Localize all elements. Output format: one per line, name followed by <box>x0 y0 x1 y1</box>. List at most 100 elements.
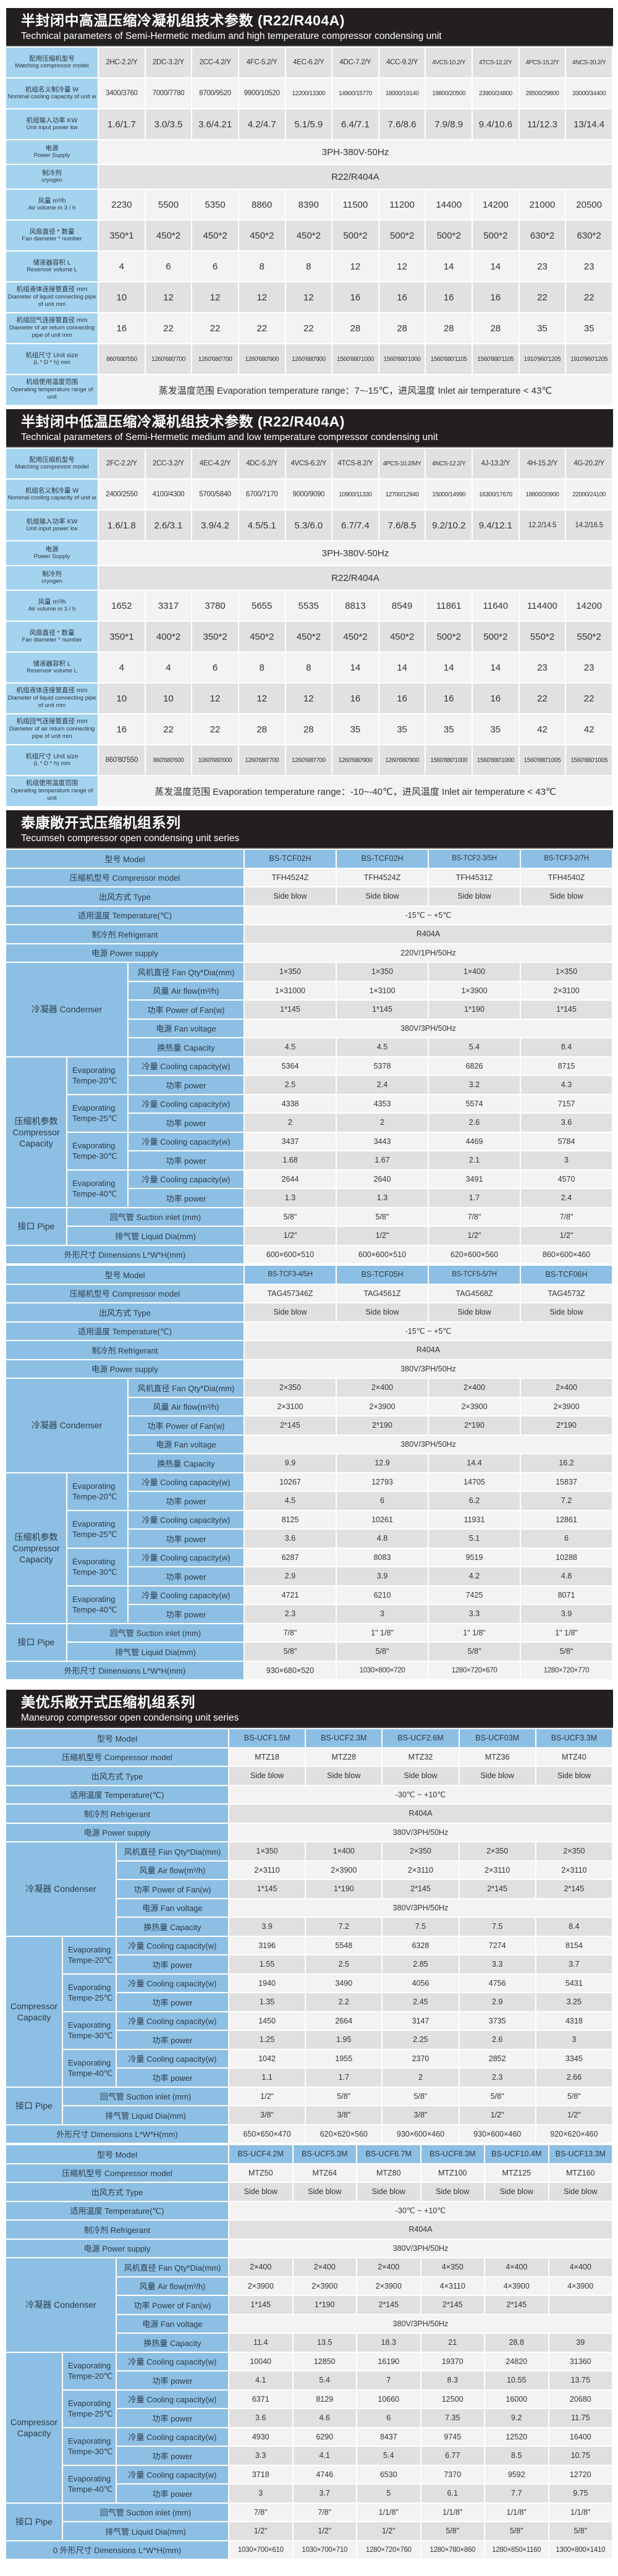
table-row: 换热量 Capacity 9.9 12.9 14.4 16.2 <box>6 1454 612 1472</box>
value-cell: 2×3110 <box>229 1861 305 1879</box>
value-cell: 930×600×460 <box>459 2125 535 2143</box>
value-cell: 4056 <box>383 1974 459 1992</box>
value-cell: 3.9 <box>337 1567 428 1585</box>
table-row: 功率 Power of Fan(w) 1*145 1*190 2*145 2*145 2*… <box>6 2296 612 2314</box>
table-row: 接口 Pipe 回气管 Suction inlet (mm) 7/8" 1" 1/8"… <box>6 1624 612 1661</box>
value-cell: 1/1/8" <box>421 2503 484 2521</box>
value-cell: BS-TCF05H <box>337 1266 428 1284</box>
value-cell: 1560'880'1005 <box>519 745 565 775</box>
row-label: 制冷剂 Refrigerant <box>6 1805 228 1823</box>
table-row: Evaporating Tempe-30℃ 冷量 Cooling capacity… <box>6 2428 612 2465</box>
value-cell: 2*190 <box>521 1417 612 1434</box>
value-cell: 1260'680'700 <box>239 745 285 775</box>
table-row: 功率 power 2.5 2.4 3.2 4.3 <box>6 1076 612 1094</box>
value-cell: 35 <box>473 714 519 744</box>
series-table: 型号 Model BS-TCF02H BS-TCF02H BS-TCF2-3/5H BS… <box>5 849 613 1265</box>
table-row: 配用压缩机型号 Matching compressor model 2HC-2.2/… <box>6 48 612 77</box>
value-cell: 5/8" <box>245 1643 336 1661</box>
row-label-cn: 风扇直径 * 数量 <box>29 227 75 235</box>
value-cell: 16190 <box>357 2352 420 2370</box>
row-label: 外形尺寸 Dimensions L*W*H(mm) <box>6 1245 243 1263</box>
table-row: 电源 Power supply 380V/3PH/50Hz <box>6 1823 612 1841</box>
row-label: 制冷剂 Refrigerant <box>6 925 243 943</box>
value-cell: 2.85 <box>383 1955 459 1973</box>
row-label-en: Operating temperature range of unit <box>11 386 93 401</box>
value-cell: 400*2 <box>145 622 192 651</box>
table-row: 功率 power 4.5 6 6.2 7.2 <box>6 1492 612 1510</box>
row-label: 储液器容积 L Reservoir volume L <box>6 653 98 682</box>
value-cell: Side blow <box>245 1303 336 1321</box>
row-label-cn: 储液器容积 L <box>33 659 71 667</box>
value-cell: 2.25 <box>383 2031 459 2049</box>
table-row: 电源 Power supply 380V/3PH/50Hz <box>6 1360 612 1378</box>
value-cell: BS-TCF06H <box>521 1266 612 1284</box>
row-label: 适用温度 Temperature(℃) <box>6 1786 228 1803</box>
spec-table: 配用压缩机型号 Matching compressor model 2HC-2.2/… <box>5 46 613 406</box>
value-cell: BS-UCF4.2M <box>229 2145 292 2163</box>
value-cell: 3.3 <box>429 1605 520 1623</box>
value-cell: 2*145 <box>383 1880 459 1898</box>
value-cell: 2HC-2.2/Y <box>99 48 145 77</box>
value-cell: Side blow <box>485 2183 548 2201</box>
value-cell: 10267 <box>245 1473 336 1491</box>
value-cell: 3/8" <box>306 2106 382 2124</box>
value-cell: 4G-20.2/Y <box>566 449 612 478</box>
table-row: 机组输入功率 KW Unit input power kw 1.6/1.8 2.6/3… <box>6 511 612 540</box>
value-cell: 8.3 <box>421 2371 484 2389</box>
value-cell: 4.1 <box>293 2447 356 2465</box>
value-cell: 14.4 <box>429 1454 520 1472</box>
table-row: 冷凝器 Condenser 风机直径 Fan Qty*Dia(mm) 1×350 1×… <box>6 963 612 1056</box>
value-cell: 3.7 <box>536 1955 612 1973</box>
row-label: 功率 power <box>117 2447 228 2465</box>
value-cell: BS-UCF13.3M <box>549 2145 612 2163</box>
section-title-en: Technical parameters of Semi-Hermetic me… <box>21 31 442 41</box>
row-label: 功率 power <box>117 2069 228 2087</box>
table-row: 适用温度 Temperature(℃) -30℃ ~ +10℃ <box>6 1786 612 1803</box>
row-label: 型号 Model <box>6 1266 243 1284</box>
value-cell: 1280×780×860 <box>421 2541 484 2559</box>
row-label: 电源 Fan voltage <box>117 1899 228 1917</box>
value-cell: 450*2 <box>286 221 332 250</box>
value-cell: 4930 <box>229 2428 292 2446</box>
value-cell: 5/8" <box>337 1643 428 1661</box>
value-cell: 4×400 <box>549 2258 612 2276</box>
table-row: 压缩机型号 Compressor model TAG457346Z TAG4561Z… <box>6 1284 612 1302</box>
value-cell: 4TCS-12.2/Y <box>473 48 519 77</box>
value-cell: BS-TCF3-4/5H <box>245 1266 336 1284</box>
value-cell: MTZ32 <box>383 1748 459 1766</box>
table-row: 功率 power 3.6 4.6 6 7.35 9.2 11.75 <box>6 2409 612 2427</box>
value-cell: 23900/24800 <box>473 78 519 108</box>
value-cell: 2.5 <box>306 1955 382 1973</box>
merged-value-cell: 380V/3PH/50Hz <box>229 1823 612 1841</box>
value-cell: 2400/2550 <box>99 480 145 509</box>
row-label: 冷量 Cooling capacity(w) <box>117 1974 228 1992</box>
row-label: 电源 Power supply <box>6 944 243 962</box>
value-cell: 11640 <box>473 591 519 621</box>
value-cell: 6.2 <box>429 1492 520 1510</box>
value-cell: 860'680'600 <box>145 745 192 775</box>
row-label: 电源 Power supply <box>6 1823 228 1841</box>
value-cell: 4469 <box>429 1132 520 1150</box>
value-cell: 5/8" <box>429 1643 520 1661</box>
value-cell: 14 <box>426 653 472 682</box>
row-label: 压缩机型号 Compressor model <box>6 2164 228 2182</box>
value-cell: 500*2 <box>379 221 425 250</box>
value-cell: 4 <box>145 653 192 682</box>
merged-value-cell: 3PH-380V-50Hz <box>99 140 612 164</box>
value-cell: 3.9/4.2 <box>192 511 238 540</box>
row-label: 风机直径 Fan Qty*Dia(mm) <box>117 1842 228 1860</box>
table-row: 制冷剂 Refrigerant R404A <box>6 925 612 943</box>
value-cell: 2×400 <box>357 2258 420 2276</box>
table-row: 接口 Pipe 回气管 Suction inlet (mm) 7/8" 7/8" 1/1… <box>6 2503 612 2540</box>
table-row: 换热量 Capacity 11.4 13.5 18.3 21 28.8 39 <box>6 2334 612 2352</box>
merged-value-cell: R22/R404A <box>99 566 612 590</box>
value-cell: 1×350 <box>521 963 612 981</box>
value-cell: MTZ64 <box>293 2164 356 2182</box>
row-label: 功率 power <box>117 2409 228 2427</box>
row-label: 冷量 Cooling capacity(w) <box>129 1473 243 1491</box>
series-section: 美优乐敞开式压缩机组系列 Maneurop compressor open con… <box>6 1690 613 2560</box>
value-cell: 450*2 <box>145 221 192 250</box>
value-cell: 12.2/14.5 <box>519 511 565 540</box>
row-label: 排气管 Liquid Dia(mm) <box>67 1227 243 1245</box>
